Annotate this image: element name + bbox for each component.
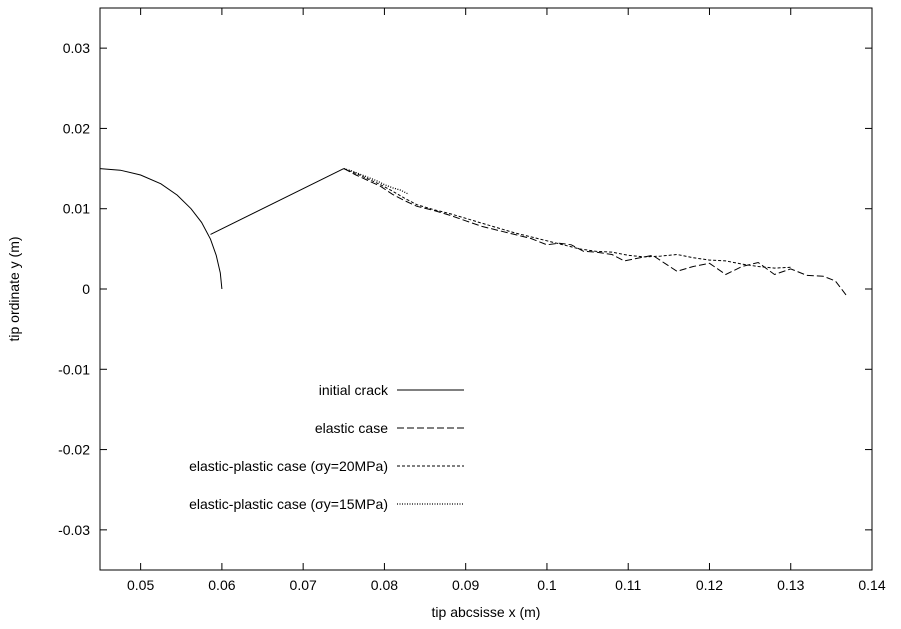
plot-frame [99,7,873,571]
x-tick-label: 0.12 [696,577,723,593]
legend: initial crack elastic case elastic-plastic… [189,382,464,512]
x-tick-label: 0.09 [452,577,479,593]
data-series [99,167,848,298]
x-tick-label: 0.08 [371,577,398,593]
x-tick-label: 0.1 [537,577,557,593]
y-tick-label: -0.02 [58,442,90,458]
x-tick-label: 0.11 [615,577,641,593]
series-line-3 [343,168,791,269]
y-axis-label: tip ordinate y (m) [6,236,22,341]
y-tick-label: 0.03 [63,40,90,56]
series-line-1-segment [210,168,345,235]
y-tick-label: 0.01 [63,201,90,217]
legend-label: elastic case [315,420,388,436]
axis-ticks: 0.05 0.06 0.07 0.08 0.09 0.1 0.11 0.12 0.13 0.14 -… [58,8,886,593]
x-tick-label: 0.05 [127,577,154,593]
y-tick-label: -0.01 [58,361,90,377]
series-line-1 [99,168,223,290]
x-tick-label: 0.07 [290,577,317,593]
x-tick-label: 0.13 [777,577,804,593]
y-tick-label: 0 [82,281,90,297]
legend-label: elastic-plastic case (σy=20MPa) [189,458,388,474]
x-tick-label: 0.06 [208,577,235,593]
x-axis-label: tip abcsisse x (m) [432,604,541,620]
y-tick-label: 0.02 [63,120,90,136]
legend-label: elastic-plastic case (σy=15MPa) [189,496,388,512]
legend-label: initial crack [319,382,389,398]
series-line-2 [343,168,848,298]
y-tick-label: -0.03 [58,522,90,538]
series-line-4 [343,167,410,195]
x-tick-label: 0.14 [858,577,885,593]
